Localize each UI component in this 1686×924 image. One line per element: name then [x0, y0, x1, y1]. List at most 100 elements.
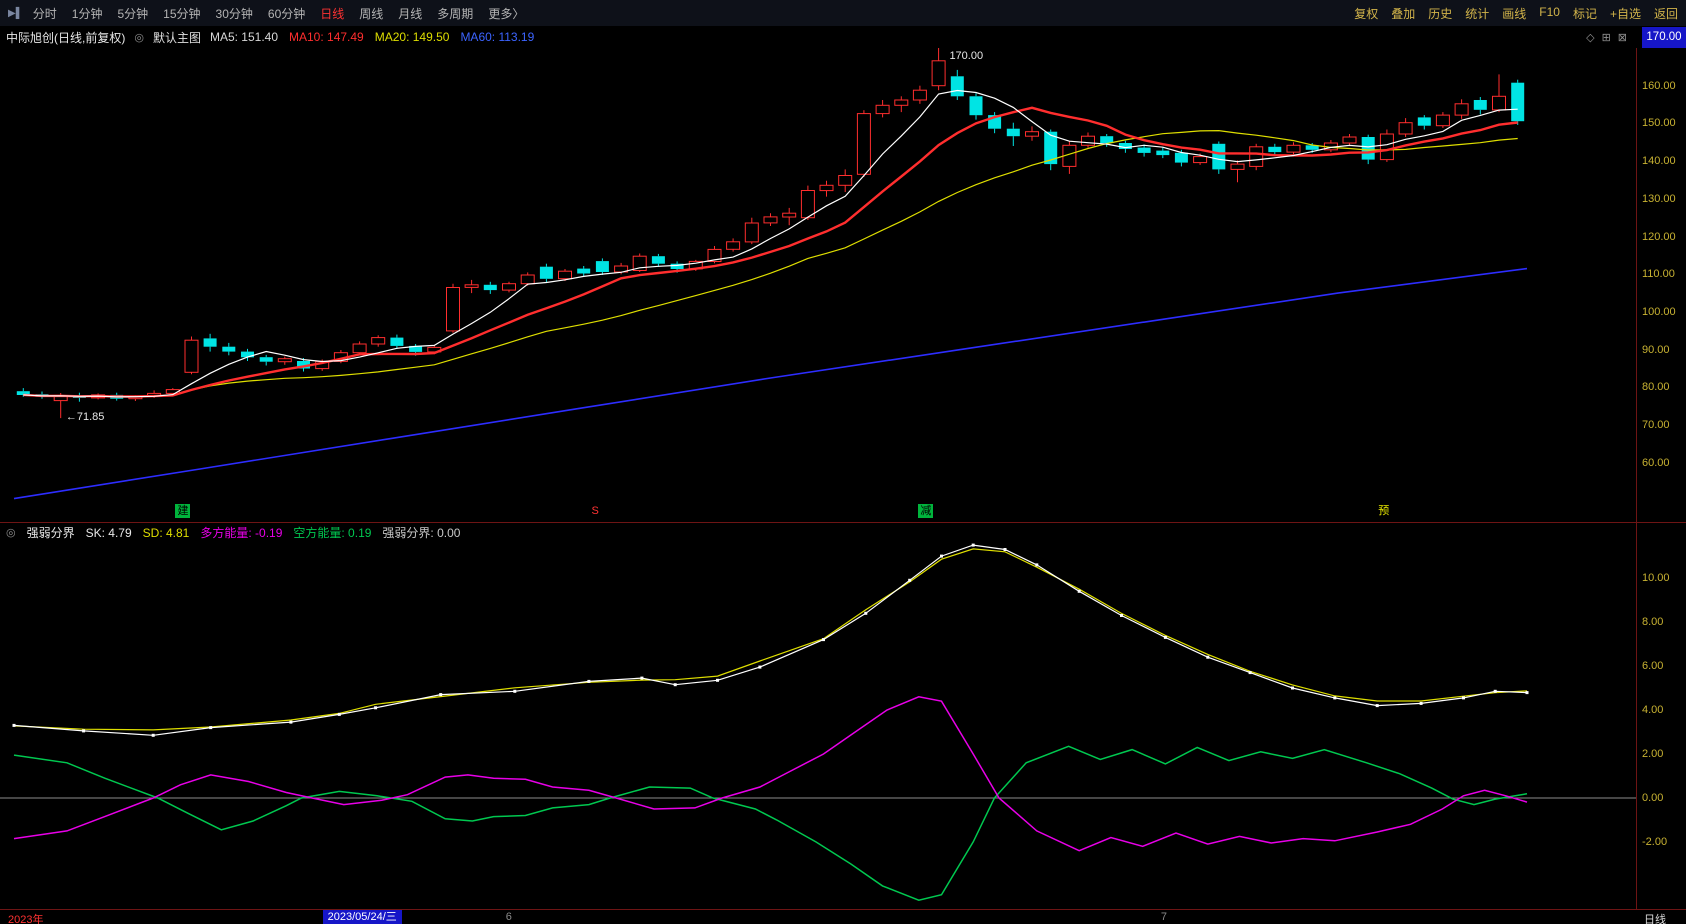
toolbar-period-item[interactable]: 15分钟	[163, 6, 201, 21]
sk-line-marker	[640, 676, 644, 680]
sk-line-marker	[587, 679, 591, 683]
price-tick-label: 110.00	[1642, 268, 1675, 281]
toolbar-action-item[interactable]: +自选	[1609, 6, 1641, 21]
candle	[1492, 95, 1506, 111]
toolbar-action-item[interactable]: 返回	[1653, 6, 1678, 21]
sk-line-marker	[439, 693, 443, 697]
indicator-sk-value: SK: 4.79	[85, 525, 132, 540]
toolbar-period-item[interactable]: 更多〉	[488, 6, 525, 21]
candle	[595, 261, 609, 272]
ma-line-MA5	[23, 89, 1518, 398]
candle	[856, 113, 871, 175]
indicator-line-短方能量线	[13, 745, 1528, 901]
price-annotation: ←71.85	[65, 411, 105, 424]
toolbar-period-item[interactable]: 月线	[398, 6, 423, 21]
candle	[203, 338, 217, 347]
candle	[222, 346, 236, 352]
candle	[464, 284, 479, 288]
toolbar-period-item[interactable]: 多周期	[437, 6, 474, 21]
diamond-icon[interactable]: ◇	[1586, 31, 1595, 44]
signal-marker-S: S	[591, 505, 599, 517]
sk-line-marker	[151, 733, 155, 737]
indicator-chart-svg[interactable]	[0, 522, 1686, 909]
candle	[297, 361, 310, 369]
year-label: 2023年	[8, 914, 44, 924]
ma-value-label: MA5: 151.40	[209, 30, 278, 44]
candle	[1081, 135, 1095, 146]
candle	[1118, 143, 1132, 149]
candle	[912, 89, 927, 101]
sk-line-marker	[758, 665, 762, 669]
toolbar-action-item[interactable]: 画线	[1502, 6, 1527, 21]
toolbar-action-item[interactable]: 标记	[1572, 6, 1597, 21]
price-tick-label: 150.00	[1642, 117, 1676, 130]
toolbar-action-item[interactable]: 叠加	[1391, 6, 1416, 21]
ma-value-label: MA20: 149.50	[374, 30, 450, 44]
toolbar-period-item[interactable]: 分时	[32, 6, 57, 21]
toolbar-period-item[interactable]: 5分钟	[117, 6, 149, 21]
signal-marker-减: 减	[918, 504, 934, 518]
toolbar-action-item[interactable]: 复权	[1354, 6, 1379, 21]
candle	[726, 241, 741, 250]
indicator-selector-icon[interactable]: ◎	[134, 31, 144, 44]
toolbar-action-item[interactable]: F10	[1539, 4, 1560, 19]
indicator-tick-label: 2.00	[1642, 747, 1664, 760]
candle	[241, 351, 254, 358]
candle	[1268, 146, 1282, 153]
candle	[184, 339, 199, 373]
month-mark: 6	[505, 911, 512, 923]
indicator-tick-label: 0.00	[1642, 791, 1664, 804]
candle	[539, 266, 553, 279]
sk-line-marker	[1462, 696, 1465, 700]
candle	[16, 391, 30, 395]
bottom-bar: 2023年 2023/05/24/三 日线 6 7	[0, 909, 1686, 924]
indicator-line-SD	[13, 548, 1528, 731]
indicator-tick-label: 8.00	[1642, 616, 1664, 629]
sk-line-marker	[864, 611, 868, 615]
period-label[interactable]: 日线	[1644, 914, 1666, 924]
toolbar-action-item[interactable]: 统计	[1465, 6, 1490, 21]
main-chart-label[interactable]: 默认主图	[152, 30, 201, 45]
candle	[1137, 147, 1151, 153]
sk-line-marker	[673, 683, 677, 687]
candle	[1342, 136, 1357, 144]
top-toolbar: ▶▌ 分时 1分钟 5分钟 15分钟 30分钟 60分钟 日线 周线 月线 多周期 更多〉 复权 叠加…	[0, 0, 1686, 26]
main-chart-svg[interactable]	[0, 48, 1686, 522]
indicator-icon[interactable]: ◎	[6, 527, 16, 539]
latest-price-box: 170.00	[1642, 26, 1686, 48]
candle	[651, 256, 665, 264]
candle	[800, 190, 815, 219]
candles-group	[16, 48, 1525, 419]
sk-line-marker	[1035, 563, 1039, 567]
toolbar-period-item[interactable]: 1分钟	[71, 6, 103, 21]
price-tick-label: 80.00	[1642, 381, 1670, 394]
toolbar-period-item[interactable]: 周线	[359, 6, 384, 21]
toolbar-period-item[interactable]: 30分钟	[215, 6, 253, 21]
window-icon[interactable]: ⊞	[1601, 31, 1611, 44]
candle	[1435, 114, 1450, 127]
candle	[577, 268, 591, 274]
candle	[744, 222, 759, 243]
candle	[875, 104, 890, 115]
candle	[502, 283, 516, 291]
sk-line-marker	[82, 729, 86, 733]
candle	[1473, 100, 1487, 110]
price-annotation: 170.00	[949, 50, 984, 62]
toolbar-period-item[interactable]: 日线	[320, 6, 345, 21]
sk-line-marker	[716, 678, 719, 682]
ma-line-MA60	[13, 267, 1528, 500]
toolbar-left-items: 分时 1分钟 5分钟 15分钟 30分钟 60分钟 日线 周线 月线 多周期 更多〉	[33, 5, 525, 22]
sk-line-marker	[1120, 614, 1123, 617]
toolbar-period-item[interactable]: 60分钟	[267, 6, 306, 21]
indicator-name[interactable]: 强弱分界	[26, 526, 75, 540]
candle	[1006, 128, 1020, 137]
panel-divider[interactable]	[0, 522, 1686, 523]
close-icon[interactable]: ⊠	[1617, 31, 1627, 44]
candle	[520, 274, 535, 285]
app-menu-icon[interactable]: ▶▌	[8, 7, 23, 19]
sk-line-marker	[1375, 704, 1379, 708]
sk-line-marker	[1003, 548, 1007, 551]
toolbar-action-item[interactable]: 历史	[1428, 6, 1453, 21]
sk-line-marker	[289, 720, 293, 724]
